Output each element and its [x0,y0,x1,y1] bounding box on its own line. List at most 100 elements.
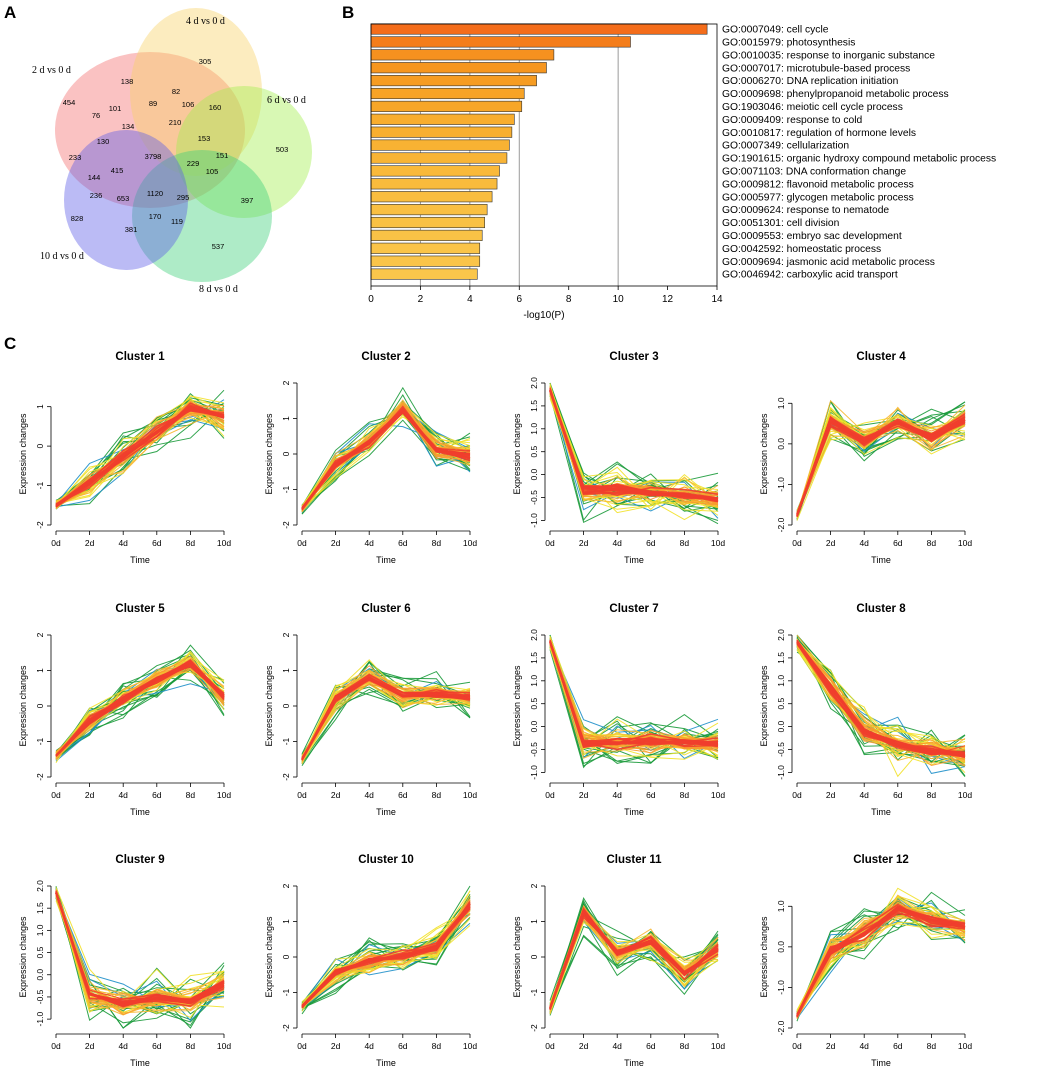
y-tick-label: 1.5 [776,652,786,664]
series-line [55,893,225,1002]
series-lines [549,896,719,1016]
y-tick-label: 1.5 [529,400,539,412]
series-line [549,909,719,1009]
series-line [549,389,719,500]
bars [370,23,708,280]
term-label: GO:0005977: glycogen metabolic process [722,192,914,203]
x-tick-label: 10d [958,1041,972,1051]
bar [370,165,500,177]
bar [370,204,488,216]
y-tick-label: -2 [281,521,291,529]
y-tick-label: 2.0 [776,629,786,641]
venn-count: 233 [69,153,82,162]
x-tick-label: 6d [893,1041,903,1051]
y-tick-label: 1 [281,668,291,673]
series-line [55,892,225,1006]
x-tick-label: 4d [364,1041,374,1051]
bar [370,36,631,48]
y-axis-label: Expression changes [264,916,274,998]
bar [370,23,708,35]
venn-count: 153 [198,134,211,143]
venn-set-2d [55,52,245,208]
y-tick-label: 1.5 [529,652,539,664]
series-line [55,653,225,755]
series-lines [55,886,225,1029]
y-tick-label: -1 [281,485,291,493]
series-lines [301,885,471,1015]
x-tick-label: 4d [364,790,374,800]
y-tick-label: 1.0 [529,423,539,435]
x-tick-label: 4d [612,1041,622,1051]
y-tick-label: 0.0 [776,438,786,450]
x-tick-label: 0d [545,790,555,800]
x-tick-label: 10d [711,790,725,800]
x-tick-label: 10d [463,538,477,548]
x-tick-label: 10d [217,790,231,800]
y-tick-label: -1 [35,737,45,745]
venn-label-10d: 10 d vs 0 d [40,251,84,262]
x-tick-label: 10d [217,538,231,548]
x-tick-label: 4d [118,1041,128,1051]
x-tick-label: 8d [927,538,937,548]
x-tick-label: 8d [186,1041,196,1051]
series-lines [55,389,225,510]
plot-frame [370,23,718,287]
x-tick-label: 2d [85,790,95,800]
cluster-title: Cluster 1 [115,351,165,363]
term-label: GO:1903046: meiotic cell cycle process [722,102,903,113]
x-axis-label: Time [624,807,644,817]
y-tick-label: 1.5 [35,902,45,914]
venn-label-4d: 4 d vs 0 d [186,16,225,27]
x-tick-label: 0d [792,1041,802,1051]
x-axis-label: Time [871,807,891,817]
term-label: GO:0010035: response to inorganic substa… [722,50,935,61]
y-tick-label: 0.5 [776,698,786,710]
y-tick-label: 0 [35,703,45,708]
cluster-plot: Cluster 9 -1.0 -0.5 0.0 0.5 1.0 1.5 2.0 Expressi… [18,854,231,1068]
cluster-plot: Cluster 8 -1.0 -0.5 0.0 0.5 1.0 1.5 2.0 Expressi… [759,603,972,817]
venn-counts: 454 305 503 537 828 138 101 89 82 106 16… [63,57,289,251]
term-label: GO:1901615: organic hydroxy compound met… [722,154,996,165]
x-tick-label: 12 [662,294,674,305]
y-axis-label: Expression changes [264,665,274,747]
x-tick-label: 10d [711,1041,725,1051]
y-tick-label: 0 [281,954,291,959]
x-tick-label: 14 [711,294,723,305]
x-tick-label: 10d [958,790,972,800]
term-label: GO:0007049: cell cycle [722,25,829,36]
x-axis-label: Time [871,555,891,565]
series-line [549,934,719,1013]
x-tick-label: 8d [432,1041,442,1051]
venn-count: 381 [125,225,138,234]
x-tick-label: 0d [792,790,802,800]
x-tick-label: 8d [186,790,196,800]
x-tick-label: 6 [517,294,523,305]
panel-label-b: B [342,3,354,22]
series-line [796,418,966,515]
series-line [55,663,225,757]
y-axis-label: Expression changes [18,916,28,998]
series-line [549,906,719,1010]
venn-count: 415 [111,166,124,175]
series-line [549,388,719,495]
venn-count: 653 [117,194,130,203]
x-axis-label: -log10(P) [523,310,564,321]
y-tick-label: -2 [281,1024,291,1032]
bar [370,229,483,241]
term-label: GO:0051301: cell division [722,218,840,229]
y-tick-label: -0.5 [776,742,786,757]
y-axis-label: Expression changes [512,665,522,747]
series-line [796,887,966,1011]
term-label: GO:0009553: embryo sac development [722,231,902,242]
series-line [796,406,966,514]
bar [370,139,510,151]
bar [370,62,547,74]
bar [370,75,537,87]
cluster-title: Cluster 5 [115,603,165,615]
x-tick-label: 2d [579,538,589,548]
term-label: GO:0009694: jasmonic acid metabolic proc… [722,257,935,268]
y-tick-label: -2 [35,521,45,529]
term-label: GO:0007349: cellularization [722,141,849,152]
venn-label-2d: 2 d vs 0 d [32,65,71,76]
y-axis-label: Expression changes [759,413,769,495]
